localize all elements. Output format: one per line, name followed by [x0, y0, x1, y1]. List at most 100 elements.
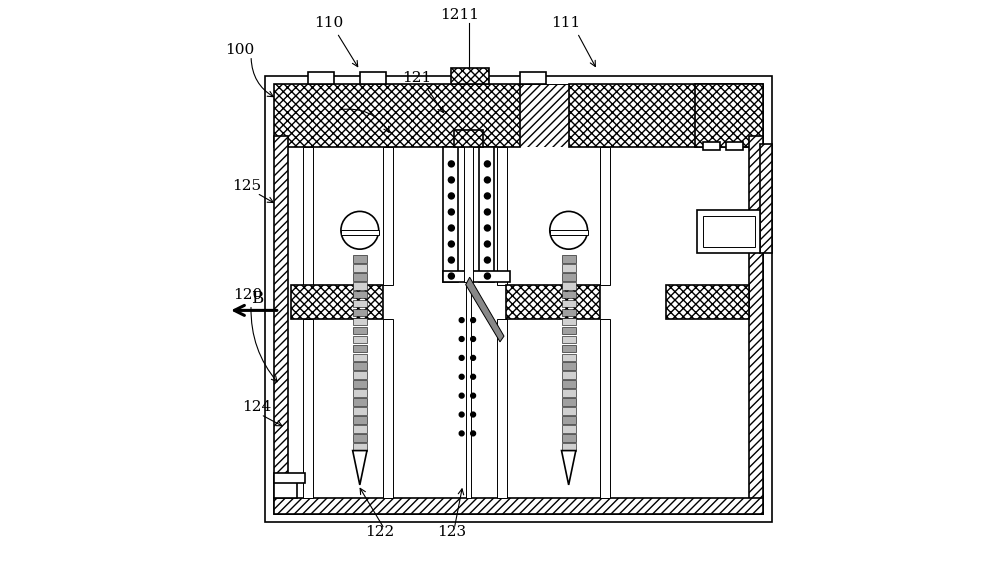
Bar — [562, 291, 576, 298]
Bar — [353, 309, 367, 316]
Circle shape — [485, 177, 490, 183]
Bar — [562, 273, 576, 281]
Polygon shape — [353, 451, 367, 485]
Circle shape — [459, 412, 464, 417]
Bar — [562, 398, 576, 406]
Bar — [703, 141, 720, 150]
Text: 124: 124 — [242, 400, 271, 413]
Circle shape — [485, 161, 490, 167]
Circle shape — [459, 374, 464, 379]
Bar — [451, 68, 489, 85]
Bar — [562, 282, 576, 290]
Bar — [562, 362, 576, 370]
Bar — [703, 216, 755, 247]
Bar — [353, 336, 367, 343]
Circle shape — [485, 209, 490, 215]
Bar — [291, 285, 383, 319]
Circle shape — [449, 193, 454, 199]
Bar — [353, 273, 367, 281]
Bar — [562, 416, 576, 424]
Bar — [443, 271, 510, 282]
Circle shape — [459, 355, 464, 360]
Bar — [600, 147, 610, 285]
Circle shape — [485, 273, 490, 279]
Bar — [666, 285, 749, 319]
Bar — [353, 354, 367, 361]
Bar — [353, 416, 367, 424]
Circle shape — [449, 225, 454, 231]
Bar — [274, 473, 305, 483]
Bar — [562, 318, 576, 325]
Bar — [749, 136, 763, 513]
Text: 1211: 1211 — [440, 7, 479, 21]
Bar — [454, 130, 483, 147]
Circle shape — [471, 431, 475, 436]
Bar — [353, 327, 367, 334]
Bar — [353, 380, 367, 388]
Bar — [562, 443, 576, 451]
Bar — [353, 407, 367, 415]
Bar — [443, 147, 458, 282]
Bar — [562, 300, 576, 308]
Bar — [497, 147, 507, 285]
Bar — [383, 319, 393, 497]
Bar — [274, 85, 520, 147]
Circle shape — [449, 273, 454, 279]
Bar — [274, 136, 288, 513]
Bar — [353, 371, 367, 379]
Circle shape — [341, 212, 379, 249]
Bar — [726, 141, 743, 150]
Bar — [562, 264, 576, 271]
Bar — [353, 443, 367, 451]
Bar — [274, 497, 763, 513]
Bar — [303, 147, 313, 285]
Bar — [353, 398, 367, 406]
Bar — [341, 230, 379, 235]
Circle shape — [485, 257, 490, 263]
Circle shape — [471, 318, 475, 323]
Bar — [308, 72, 334, 85]
Bar — [466, 270, 471, 497]
Text: 110: 110 — [314, 16, 343, 30]
Circle shape — [471, 374, 475, 379]
Text: 123: 123 — [437, 526, 466, 539]
Text: 121: 121 — [402, 71, 432, 85]
Bar — [360, 72, 386, 85]
Circle shape — [471, 355, 475, 360]
Bar — [497, 319, 507, 497]
Bar — [562, 407, 576, 415]
Bar — [353, 300, 367, 308]
Bar — [274, 476, 297, 497]
Circle shape — [449, 177, 454, 183]
Bar — [562, 354, 576, 361]
Bar — [760, 144, 772, 253]
Polygon shape — [466, 277, 504, 342]
Bar — [562, 255, 576, 263]
Bar — [562, 344, 576, 352]
Bar — [562, 425, 576, 433]
Bar — [562, 309, 576, 316]
Text: B: B — [251, 290, 263, 307]
Bar — [353, 282, 367, 290]
Circle shape — [471, 393, 475, 398]
Text: 120: 120 — [234, 288, 263, 302]
Bar — [569, 85, 763, 147]
Bar — [600, 319, 610, 497]
Text: 122: 122 — [365, 526, 394, 539]
Bar — [288, 147, 749, 497]
Bar — [562, 434, 576, 442]
Circle shape — [449, 161, 454, 167]
Bar — [464, 144, 473, 282]
Bar — [695, 85, 763, 147]
Bar — [479, 147, 494, 282]
Bar — [520, 72, 546, 85]
Bar — [265, 76, 772, 522]
Circle shape — [449, 241, 454, 247]
Bar — [353, 434, 367, 442]
Bar — [562, 327, 576, 334]
Circle shape — [459, 431, 464, 436]
Bar — [562, 336, 576, 343]
Text: 125: 125 — [232, 179, 261, 193]
Bar — [550, 230, 588, 235]
Circle shape — [485, 241, 490, 247]
